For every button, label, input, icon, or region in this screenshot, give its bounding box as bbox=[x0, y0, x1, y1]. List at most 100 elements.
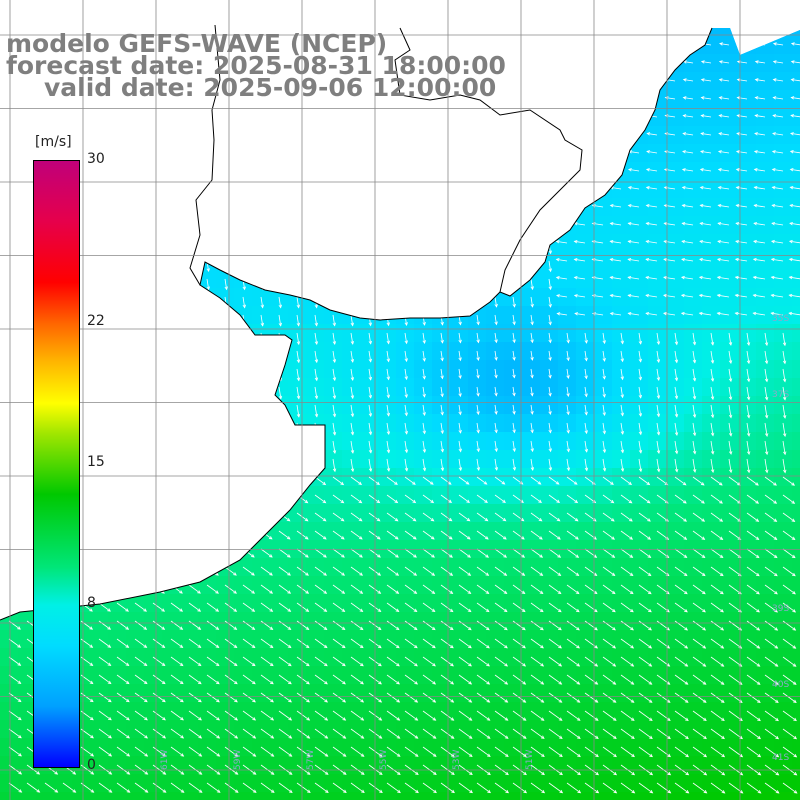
speed-cell bbox=[144, 396, 163, 415]
wind-arrow-head bbox=[584, 430, 588, 435]
wind-arrow bbox=[782, 386, 786, 400]
wind-arrow bbox=[440, 28, 443, 36]
wind-arrow bbox=[566, 548, 579, 558]
wind-arrow-head bbox=[224, 177, 228, 182]
speed-cell bbox=[630, 90, 649, 109]
wind-arrow bbox=[575, 61, 586, 64]
speed-cell bbox=[702, 90, 721, 109]
wind-arrow-head bbox=[206, 341, 211, 346]
speed-cell bbox=[792, 648, 800, 667]
wind-arrow bbox=[638, 404, 642, 417]
wind-arrow bbox=[494, 386, 497, 396]
wind-arrow-head bbox=[609, 257, 614, 262]
wind-arrow-head bbox=[752, 275, 757, 280]
wind-arrow bbox=[8, 476, 20, 485]
wind-arrow-head bbox=[98, 104, 102, 109]
wind-arrow bbox=[782, 422, 786, 437]
speed-cell bbox=[792, 378, 800, 397]
wind-arrow bbox=[620, 422, 624, 435]
wind-arrow-head bbox=[250, 499, 255, 504]
wind-arrow bbox=[638, 332, 642, 344]
wind-arrow bbox=[386, 548, 399, 558]
wind-arrow-head bbox=[611, 536, 615, 540]
speed-cell bbox=[756, 306, 775, 325]
wind-arrow-head bbox=[710, 432, 715, 437]
speed-cell bbox=[792, 306, 800, 325]
wind-arrow bbox=[530, 260, 534, 272]
wind-arrow-head bbox=[152, 359, 157, 364]
wind-arrow bbox=[152, 188, 155, 199]
wind-arrow bbox=[530, 170, 533, 181]
wind-arrow-head bbox=[647, 554, 652, 558]
wind-arrow bbox=[152, 350, 156, 363]
wind-arrow-head bbox=[645, 204, 650, 208]
wind-arrow-head bbox=[124, 554, 129, 558]
wind-arrow-head bbox=[215, 572, 219, 576]
wind-arrow-head bbox=[260, 122, 264, 127]
speed-cell bbox=[576, 792, 595, 800]
wind-arrow bbox=[611, 151, 622, 154]
wind-arrow bbox=[314, 224, 317, 236]
wind-arrow bbox=[134, 584, 147, 594]
speed-cell bbox=[234, 432, 253, 451]
speed-cell bbox=[270, 108, 289, 127]
speed-cell bbox=[90, 252, 109, 271]
wind-arrow-head bbox=[449, 590, 454, 594]
wind-arrow-head bbox=[476, 159, 480, 164]
speed-cell bbox=[414, 792, 433, 800]
speed-cell bbox=[774, 216, 793, 235]
wind-arrow bbox=[557, 79, 568, 82]
wind-arrow bbox=[512, 386, 515, 396]
wind-arrow bbox=[476, 404, 479, 415]
wind-arrow bbox=[314, 350, 318, 363]
speed-cell bbox=[162, 342, 181, 361]
wind-arrow bbox=[458, 584, 471, 594]
wind-arrow bbox=[620, 512, 633, 522]
speed-cell bbox=[72, 0, 91, 19]
wind-arrow-head bbox=[548, 321, 552, 326]
wind-arrow-head bbox=[538, 499, 542, 503]
wind-arrow-head bbox=[250, 554, 255, 558]
speed-cell bbox=[450, 216, 469, 235]
wind-arrow bbox=[764, 458, 768, 473]
speed-cell bbox=[198, 252, 217, 271]
speed-cell bbox=[270, 216, 289, 235]
wind-arrow bbox=[530, 476, 541, 485]
wind-arrow-head bbox=[340, 536, 345, 540]
speed-cell bbox=[18, 90, 37, 109]
wind-arrow bbox=[530, 62, 533, 72]
wind-arrow bbox=[710, 332, 714, 345]
wind-arrow-head bbox=[170, 249, 174, 254]
wind-arrow-head bbox=[699, 257, 703, 262]
wind-arrow bbox=[188, 584, 201, 594]
speed-cell bbox=[288, 432, 307, 451]
wind-arrow-head bbox=[134, 304, 138, 309]
wind-arrow-head bbox=[574, 132, 579, 136]
wind-arrow bbox=[458, 512, 470, 522]
wind-arrow bbox=[754, 168, 766, 172]
wind-arrow bbox=[386, 494, 398, 503]
wind-arrow bbox=[548, 440, 552, 452]
wind-arrow-head bbox=[278, 213, 282, 218]
wind-arrow bbox=[27, 9, 28, 16]
wind-arrow-head bbox=[260, 395, 265, 400]
wind-arrow bbox=[548, 494, 560, 503]
speed-cell bbox=[0, 576, 19, 595]
wind-arrow bbox=[332, 404, 336, 417]
wind-arrow-head bbox=[134, 413, 139, 418]
wind-arrow-head bbox=[449, 554, 453, 558]
speed-cell bbox=[108, 270, 127, 289]
speed-cell bbox=[792, 486, 800, 505]
wind-arrow bbox=[663, 276, 676, 280]
wind-arrow bbox=[116, 278, 120, 290]
wind-arrow-head bbox=[609, 222, 614, 226]
wind-arrow bbox=[548, 314, 551, 325]
wind-arrow bbox=[296, 206, 299, 217]
wind-arrow bbox=[332, 368, 336, 381]
speed-cell bbox=[468, 234, 487, 253]
speed-cell bbox=[612, 144, 631, 163]
wind-arrow bbox=[629, 79, 640, 82]
wind-arrow-head bbox=[404, 322, 408, 327]
wind-arrow bbox=[728, 386, 732, 400]
speed-cell bbox=[540, 90, 559, 109]
